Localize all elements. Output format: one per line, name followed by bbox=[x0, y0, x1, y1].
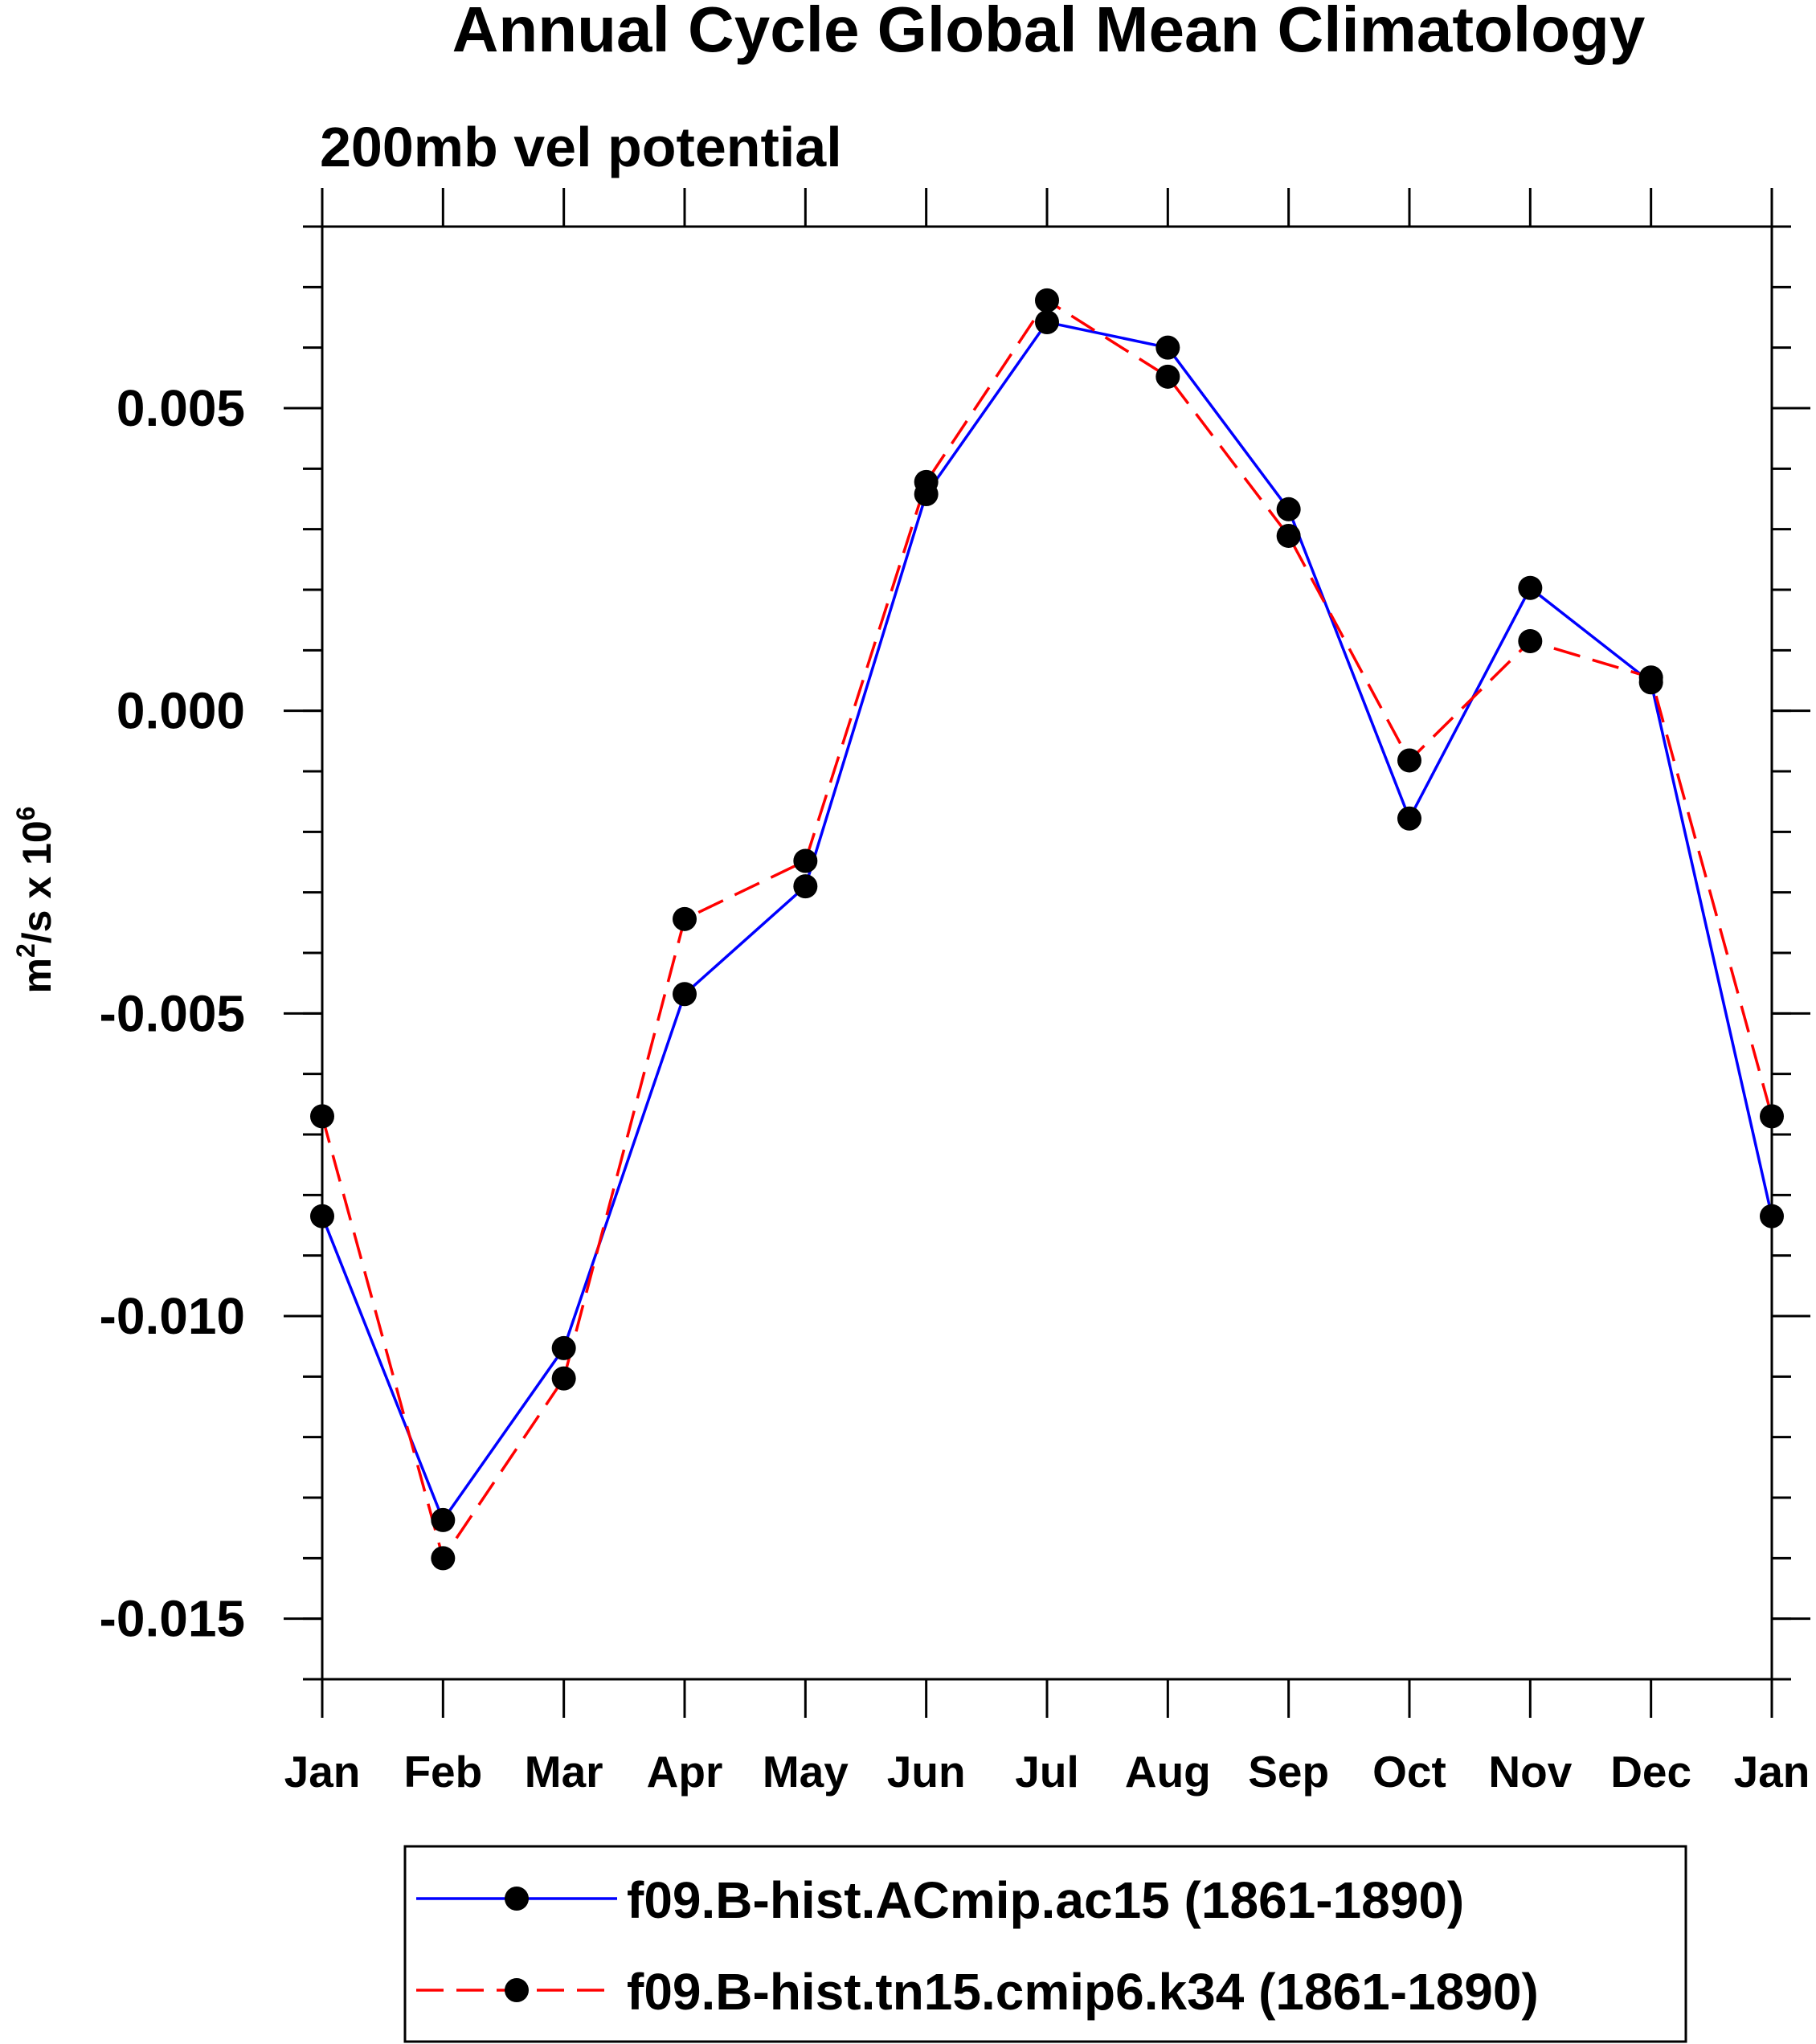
y-axis-label-sup1: 2 bbox=[11, 943, 40, 958]
series-1-point bbox=[793, 874, 818, 899]
series-2-point bbox=[1518, 629, 1543, 654]
series-1-point bbox=[1518, 575, 1543, 600]
x-tick-label: Nov bbox=[1488, 1747, 1572, 1797]
legend: f09.B-hist.ACmip.ac15 (1861-1890) f09.B-h… bbox=[416, 1871, 1539, 2021]
chart-title: Annual Cycle Global Mean Climatology bbox=[452, 0, 1646, 65]
series-1-point bbox=[551, 1335, 576, 1360]
x-tick-label: Aug bbox=[1125, 1747, 1211, 1797]
y-tick-label: -0.005 bbox=[100, 984, 245, 1042]
y-tick-label: -0.010 bbox=[100, 1287, 245, 1345]
y-tick-label: 0.005 bbox=[117, 379, 245, 437]
series-1-point bbox=[1035, 310, 1059, 335]
series-1-point bbox=[1397, 806, 1421, 831]
y-axis-label-sup2: 6 bbox=[11, 807, 40, 821]
x-tick-label: Sep bbox=[1248, 1747, 1329, 1797]
series-2-point bbox=[793, 848, 818, 873]
x-tick-label: Jun bbox=[887, 1747, 966, 1797]
series-2-point bbox=[914, 469, 939, 494]
series-1-point bbox=[1276, 497, 1301, 521]
legend-label-1: f09.B-hist.ACmip.ac15 (1861-1890) bbox=[627, 1871, 1464, 1929]
x-tick-label: Oct bbox=[1372, 1747, 1446, 1797]
x-tick-label: Dec bbox=[1610, 1747, 1691, 1797]
tick-labels: Jan Feb Mar Apr May Jun Jul Aug Sep Oct Nov Dec Jan 0… bbox=[100, 379, 1810, 1797]
legend-marker-2 bbox=[505, 1978, 529, 2002]
x-tick-label: Jan bbox=[1734, 1747, 1810, 1797]
y-axis-label-mid: /s x 10 bbox=[14, 820, 59, 943]
chart-subtitle: 200mb vel potential bbox=[320, 116, 842, 178]
series-2-point bbox=[431, 1546, 456, 1571]
plot-frame bbox=[321, 225, 1773, 1681]
x-tick-label: May bbox=[763, 1747, 849, 1797]
series-2-point bbox=[1155, 364, 1180, 389]
series-line-1 bbox=[321, 321, 1773, 1523]
y-axis-label-base: m bbox=[14, 958, 59, 993]
y-tick-label: 0.000 bbox=[117, 682, 245, 740]
series-1-point bbox=[1155, 335, 1180, 360]
legend-box bbox=[403, 1845, 1687, 2043]
legend-label-2: f09.B-hist.tn15.cmip6.k34 (1861-1890) bbox=[627, 1963, 1539, 2021]
series-2-point bbox=[1397, 748, 1421, 773]
series-2-point bbox=[551, 1366, 576, 1391]
y-axis-label: m2/s x 106 bbox=[11, 807, 59, 994]
x-tick-label: Jan bbox=[284, 1747, 361, 1797]
series-1-point bbox=[673, 982, 697, 1007]
x-tick-label: Feb bbox=[403, 1747, 482, 1797]
series-2-point bbox=[1638, 665, 1663, 690]
axis-ticks bbox=[284, 188, 1810, 1718]
y-tick-label: -0.015 bbox=[100, 1590, 245, 1648]
series-2-point bbox=[673, 906, 697, 931]
x-tick-label: Apr bbox=[647, 1747, 723, 1797]
data-series bbox=[310, 288, 1784, 1571]
x-tick-label: Mar bbox=[525, 1747, 603, 1797]
series-2-point bbox=[1035, 288, 1059, 313]
series-1-point bbox=[431, 1507, 456, 1532]
x-tick-label: Jul bbox=[1015, 1747, 1078, 1797]
legend-marker-1 bbox=[505, 1887, 529, 1911]
series-line-2 bbox=[321, 298, 1773, 1562]
series-2-point bbox=[1276, 523, 1301, 548]
